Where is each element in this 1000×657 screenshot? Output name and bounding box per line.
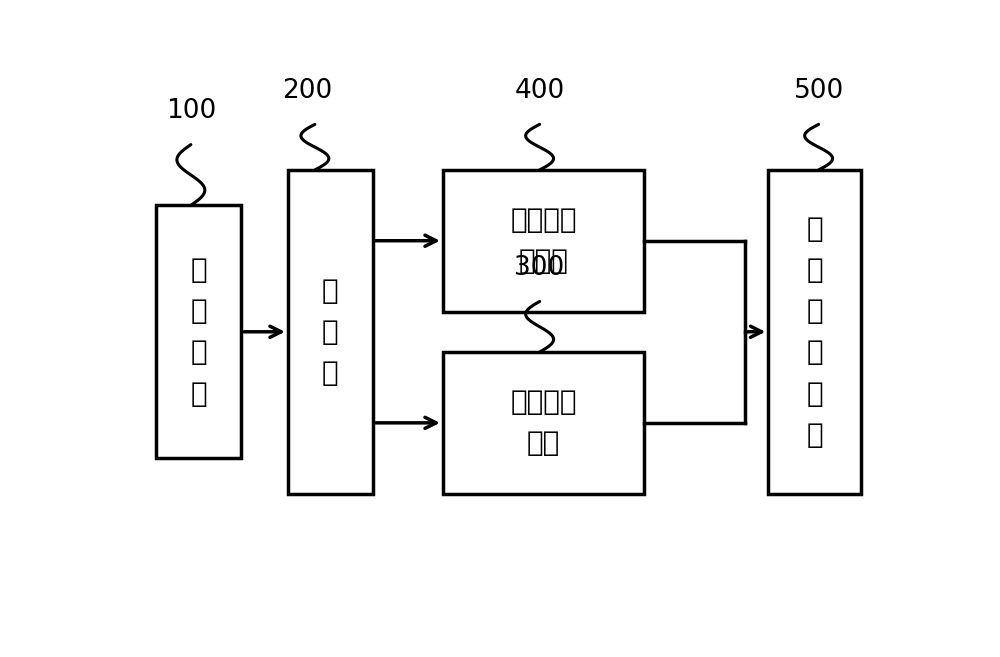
Text: 200: 200 (282, 78, 332, 104)
Bar (443, 170, 644, 311)
Bar (443, 352, 644, 493)
Text: 参考物测
量模块: 参考物测 量模块 (510, 206, 577, 275)
Text: 光
源
模
块: 光 源 模 块 (190, 256, 207, 407)
Text: 光
谱
采
集
模
块: 光 谱 采 集 模 块 (806, 215, 823, 449)
Bar (288, 170, 373, 493)
Text: 100: 100 (166, 99, 216, 124)
Text: 分
束
镜: 分 束 镜 (322, 277, 339, 387)
Bar (768, 170, 861, 493)
Bar (156, 205, 241, 459)
Text: 样品测量
模块: 样品测量 模块 (510, 388, 577, 457)
Text: 500: 500 (794, 78, 844, 104)
Text: 300: 300 (514, 255, 565, 281)
Text: 400: 400 (514, 78, 565, 104)
